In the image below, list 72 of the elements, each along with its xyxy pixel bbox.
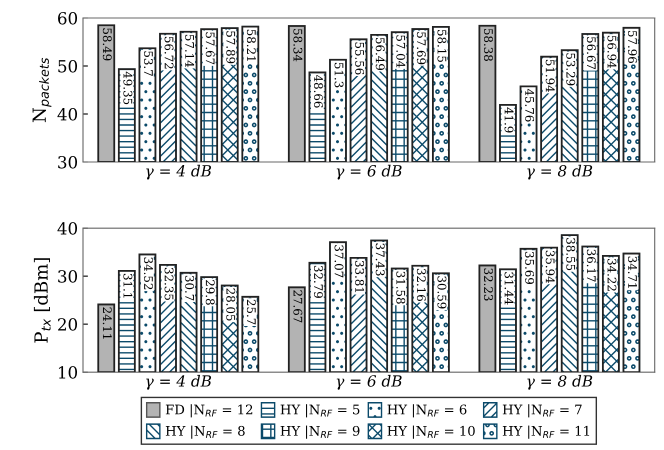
data-label: 45.76 <box>525 88 534 122</box>
data-label: 57.14 <box>185 34 194 68</box>
data-label: 51.3 <box>334 62 344 88</box>
data-label: 31.44 <box>504 272 514 305</box>
data-label: 24.11 <box>102 307 112 339</box>
data-label: 38.55 <box>566 238 576 270</box>
data-label: 57.04 <box>396 35 406 68</box>
data-label: 36.17 <box>586 250 596 282</box>
data-label: 31.1 <box>123 274 132 298</box>
data-label: 34.22 <box>607 258 616 291</box>
data-label: 51.94 <box>546 60 555 92</box>
y-axis-title: P$_{tx}$ [dBm] <box>34 258 51 343</box>
y-tick-label: 40 <box>57 222 78 235</box>
data-label: 25.7 <box>246 300 256 324</box>
legend-label: FD |N$_{RF}$ = 12 <box>166 404 252 418</box>
data-label: 31.58 <box>396 272 406 304</box>
data-label: 57.67 <box>206 32 215 64</box>
data-label: 53.29 <box>566 53 576 86</box>
data-label: 56.72 <box>164 36 174 69</box>
data-label: 56.67 <box>586 37 596 70</box>
data-label: 37.43 <box>376 244 385 276</box>
x-tick-label: γ = 6 dB <box>336 164 402 180</box>
data-label: 56.49 <box>376 38 385 70</box>
data-label: 53.7 <box>144 51 153 76</box>
y-tick-label: 20 <box>58 318 78 331</box>
legend-label: HY |N$_{RF}$ = 6 <box>388 404 466 418</box>
data-label: 37.07 <box>334 245 344 278</box>
data-label: 30.59 <box>437 276 446 308</box>
data-label: 28.05 <box>226 288 236 321</box>
data-label: 56.94 <box>607 36 616 68</box>
y-tick-label: 10 <box>58 366 78 379</box>
data-label: 32.79 <box>314 266 323 298</box>
data-label: 58.15 <box>437 30 446 62</box>
legend-label: HY |N$_{RF}$ = 11 <box>502 426 590 439</box>
data-label: 58.21 <box>246 30 256 61</box>
legend-label: HY |N$_{RF}$ = 5 <box>280 404 360 418</box>
data-label: 35.94 <box>546 250 555 283</box>
data-label: 48.66 <box>314 74 323 108</box>
legend-label: HY |N$_{RF}$ = 8 <box>166 426 245 439</box>
x-tick-label: γ = 6 dB <box>336 374 402 390</box>
data-label: 41.9 <box>504 107 514 133</box>
data-label: 30.7 <box>185 276 194 300</box>
data-label: 35.69 <box>525 252 534 284</box>
legend-label: HY |N$_{RF}$ = 10 <box>388 426 475 439</box>
data-label: 58.38 <box>484 28 493 61</box>
x-tick-label: γ = 4 dB <box>146 374 212 390</box>
data-label: 57.96 <box>628 30 637 64</box>
y-axis-title: N$_{packets}$ <box>32 58 52 122</box>
legend-label: HY |N$_{RF}$ = 9 <box>280 426 360 439</box>
x-tick-label: γ = 4 dB <box>146 164 212 180</box>
data-label: 32.23 <box>484 268 493 301</box>
data-label: 27.67 <box>293 290 302 322</box>
data-label: 32.16 <box>416 268 426 301</box>
data-label: 49.35 <box>123 72 132 104</box>
data-label: 57.89 <box>226 31 236 64</box>
data-label: 34.71 <box>628 256 637 288</box>
y-tick-label: 60 <box>58 12 78 25</box>
y-tick-label: 40 <box>57 108 78 121</box>
data-label: 32.35 <box>164 268 174 300</box>
y-tick-label: 50 <box>58 60 78 73</box>
data-label: 58.34 <box>293 29 302 62</box>
x-tick-label: γ = 8 dB <box>527 164 592 180</box>
data-label: 34.52 <box>144 258 153 290</box>
data-label: 55.56 <box>355 42 364 75</box>
x-tick-label: γ = 8 dB <box>527 374 592 390</box>
data-label: 58.49 <box>102 28 112 60</box>
data-label: 29.8 <box>206 280 215 305</box>
legend-label: HY |N$_{RF}$ = 7 <box>502 404 582 418</box>
y-tick-label: 30 <box>58 156 78 169</box>
y-tick-label: 30 <box>58 270 78 283</box>
data-label: 57.69 <box>416 32 426 64</box>
data-label: 33.81 <box>355 260 364 292</box>
